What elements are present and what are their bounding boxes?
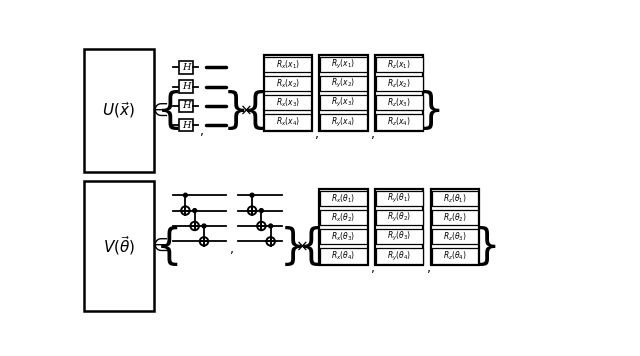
Text: $R_y(x_4)$: $R_y(x_4)$ [332,115,356,129]
Text: $R_y(\theta_1)$: $R_y(\theta_1)$ [387,192,412,205]
Text: $\times$: $\times$ [239,103,252,118]
Text: $R_y(x_1)$: $R_y(x_1)$ [332,58,356,71]
Text: $R_x(x_4)$: $R_x(x_4)$ [276,116,300,128]
Bar [84,49,154,172]
Bar [264,57,311,72]
Bar [376,95,422,110]
Text: H: H [182,101,191,110]
Text: $R_z(\theta_1)$: $R_z(\theta_1)$ [443,192,467,204]
Bar [376,114,422,130]
Text: $\in$: $\in$ [149,237,169,255]
Text: $\in$: $\in$ [149,101,169,120]
Text: ,: , [371,128,375,141]
Text: $V(\vec{\theta})$: $V(\vec{\theta})$ [102,235,135,257]
Bar [320,76,367,91]
Bar [264,114,311,130]
Text: $R_z(x_1)$: $R_z(x_1)$ [387,58,412,70]
Bar [179,80,193,93]
Text: $\}$: $\}$ [222,89,245,132]
Text: $R_z(x_2)$: $R_z(x_2)$ [387,77,412,90]
Circle shape [250,193,254,197]
Bar [319,55,367,131]
Circle shape [202,224,206,228]
Text: $R_x(\theta_3)$: $R_x(\theta_3)$ [332,231,356,243]
Text: $R_z(\theta_4)$: $R_z(\theta_4)$ [443,250,467,262]
Text: ,: , [230,242,234,256]
Bar [376,229,422,245]
Bar [375,189,423,265]
Bar [432,248,478,264]
Text: ,: , [371,262,375,275]
Bar [84,181,154,311]
Bar [432,229,478,245]
Bar [431,189,479,265]
Text: ,: , [427,262,431,275]
Bar [179,61,193,74]
Bar [376,57,422,72]
Text: $\{$: $\{$ [241,89,264,132]
Text: $U(\vec{x})$: $U(\vec{x})$ [102,100,135,120]
Text: $\{$: $\{$ [156,89,179,132]
Bar [320,95,367,110]
Circle shape [193,209,196,213]
Text: $R_y(\theta_3)$: $R_y(\theta_3)$ [387,230,412,243]
Text: $R_x(x_3)$: $R_x(x_3)$ [276,96,300,109]
Text: $\}$: $\}$ [279,224,303,268]
Bar [376,210,422,225]
Text: $R_y(x_2)$: $R_y(x_2)$ [332,77,356,90]
Bar [179,100,193,112]
Bar [264,95,311,110]
Text: $R_x(\theta_2)$: $R_x(\theta_2)$ [332,211,356,224]
Circle shape [184,193,188,197]
Bar [179,119,193,131]
Bar [376,76,422,91]
Text: H: H [182,63,191,72]
Bar [375,55,423,131]
Text: $R_x(x_2)$: $R_x(x_2)$ [276,77,300,90]
Text: $R_x(\theta_1)$: $R_x(\theta_1)$ [332,192,356,204]
Circle shape [259,209,263,213]
Bar [376,248,422,264]
Bar [376,190,422,206]
Text: $R_y(\theta_2)$: $R_y(\theta_2)$ [387,211,412,224]
Bar [320,114,367,130]
Text: ,: , [200,125,204,138]
Text: $R_z(\theta_3)$: $R_z(\theta_3)$ [443,231,467,243]
Bar [264,55,312,131]
Text: $R_z(x_4)$: $R_z(x_4)$ [387,116,412,128]
Text: $\times$: $\times$ [295,239,308,253]
Text: $R_z(x_3)$: $R_z(x_3)$ [387,96,412,109]
Text: $\}$: $\}$ [417,89,440,132]
Bar [320,248,367,264]
Bar [432,190,478,206]
Text: $R_z(\theta_2)$: $R_z(\theta_2)$ [443,211,467,224]
Bar [432,210,478,225]
Text: $\{$: $\{$ [155,224,179,268]
Bar [320,210,367,225]
Text: $\}$: $\}$ [473,224,496,268]
Bar [264,76,311,91]
Text: $R_y(x_3)$: $R_y(x_3)$ [332,96,356,109]
Bar [320,57,367,72]
Text: H: H [182,82,191,91]
Bar [319,189,367,265]
Bar [320,229,367,245]
Text: $R_x(\theta_4)$: $R_x(\theta_4)$ [332,250,356,262]
Text: ,: , [315,128,319,141]
Text: H: H [182,121,191,130]
Text: $\{$: $\{$ [297,224,320,268]
Circle shape [269,224,273,228]
Text: $R_y(\theta_4)$: $R_y(\theta_4)$ [387,250,412,263]
Text: $R_x(x_1)$: $R_x(x_1)$ [276,58,300,70]
Bar [320,190,367,206]
